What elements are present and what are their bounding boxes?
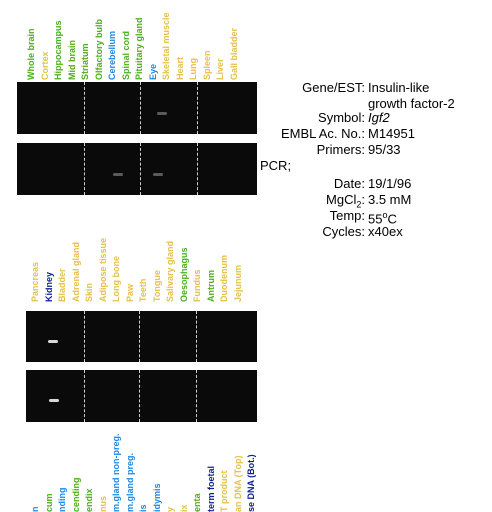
lane-label: Lung (188, 58, 198, 80)
lane-label: Whole brain (26, 28, 36, 81)
lane-label: enta (192, 493, 202, 512)
lane-label: Long bone (111, 256, 121, 302)
lane-label: is (138, 504, 148, 512)
lane-labels-panel-1: Whole brain Cortex Hippocampus Mid brain Str… (26, 10, 266, 80)
gel-band (48, 340, 58, 343)
lane-label: Striatum (80, 43, 90, 80)
lane-label: nding (57, 487, 67, 512)
lane-group-separator (196, 370, 197, 422)
lane-label: Mid brain (66, 40, 77, 80)
lane-labels-panel-2: Pancreas Kidney Bladder Adrenal gland Skin Ad… (30, 232, 270, 302)
lane-label: Bladder (57, 268, 67, 302)
gel-image-panel-2-top (26, 311, 257, 362)
gel-band (113, 173, 123, 176)
lane-label: Pituitary gland (134, 17, 144, 80)
lane-group-separator (140, 82, 141, 134)
lane-label: Pancreas (30, 261, 40, 302)
lane-group-separator (84, 311, 85, 362)
lane-label: Antrum (205, 270, 216, 302)
mgcl2-label-main: MgCl (326, 192, 357, 207)
lane-group-separator (139, 370, 140, 422)
gel-image-panel-1-bottom (17, 143, 257, 195)
lane-label: Teeth (138, 278, 148, 302)
lane-label: Skin (84, 282, 94, 302)
lane-group-separator (84, 143, 85, 195)
lane-label: idymis (151, 483, 162, 512)
symbol-label: Symbol: (318, 110, 365, 125)
symbol-value: Igf2 (368, 110, 390, 125)
gel-image-panel-2-bottom (26, 370, 257, 422)
lane-label: n (30, 506, 40, 512)
cycles-label: Cycles: (322, 224, 365, 239)
lane-label: Paw (124, 283, 135, 302)
lane-label: term foetal (205, 465, 216, 512)
mgcl2-label-colon: : (361, 192, 365, 207)
lane-label: endix (84, 488, 94, 512)
primers-label: Primers: (316, 142, 365, 157)
lane-label: Kidney (43, 271, 54, 302)
lane-label: Cerebellum (107, 30, 117, 80)
lane-label: Spinal cord (120, 30, 131, 80)
lane-label: Fundus (192, 269, 202, 303)
mgcl2-label-subscript: 2 (356, 199, 362, 210)
lane-label: Oesophagus (178, 247, 189, 302)
lane-label: Skeletal muscle (161, 12, 171, 80)
gel-image-panel-1-top (17, 82, 257, 134)
lane-label: Heart (174, 56, 185, 80)
lane-label: Liver (215, 58, 225, 80)
lane-label: Adipose tissue (97, 237, 108, 302)
lane-label: se DNA (Bot.) (246, 454, 256, 512)
temp-value-number: 55 (368, 211, 383, 227)
gene-info-block: Gene/EST: Insulin-like growth factor-2 S… (258, 78, 488, 248)
lane-label: m.gland non-preg. (111, 433, 121, 512)
gel-band (49, 399, 59, 402)
lane-group-separator (84, 370, 85, 422)
temp-label: Temp: (329, 208, 365, 223)
lane-label: cum (43, 493, 54, 512)
mgcl2-value: 3.5 mM (368, 192, 412, 207)
lane-label: Tongue (151, 270, 162, 302)
lane-group-separator (140, 143, 141, 195)
date-label: Date: (333, 176, 365, 191)
lane-label: Cortex (39, 51, 50, 80)
embl-label: EMBL Ac. No.: (280, 126, 365, 141)
lane-label: y (165, 506, 175, 512)
lane-group-separator (139, 311, 140, 362)
lane-label: T product (219, 470, 229, 512)
lane-label: ix (178, 504, 189, 512)
pcr-label: PCR; (260, 158, 292, 173)
cycles-value: x40ex (368, 224, 403, 239)
lane-label: Hippocampus (53, 20, 63, 80)
lane-group-separator (197, 82, 198, 134)
lane-group-separator (196, 311, 197, 362)
gel-band (157, 112, 167, 115)
lane-label: nus (97, 495, 108, 512)
primers-value: 95/33 (368, 142, 401, 157)
lane-label: Duodenum (219, 255, 229, 302)
mgcl2-label: MgCl2: (326, 192, 365, 213)
lane-label: Salivary gland (165, 240, 175, 302)
gene-label: Gene/EST: (302, 80, 365, 95)
embl-value: M14951 (368, 126, 415, 141)
lane-label: cending (70, 477, 81, 512)
gene-value-line-2: growth factor-2 (368, 96, 455, 111)
lane-labels-panel-3: n cum nding cending endix nus m.gland non-preg… (30, 434, 270, 512)
lane-label: Eye (147, 63, 158, 80)
lane-label: Jejunum (232, 264, 243, 302)
lane-group-separator (84, 82, 85, 134)
lane-label: Adrenal gland (70, 241, 81, 302)
lane-label: Gall bladder (228, 27, 239, 80)
date-value: 19/1/96 (368, 176, 412, 191)
lane-label: Olfactory bulb (93, 18, 104, 80)
lane-label: m.gland preg. (124, 452, 135, 512)
lane-label: Spleen (201, 50, 212, 80)
temp-value: 55oC (368, 208, 397, 226)
lane-group-separator (197, 143, 198, 195)
gel-band (153, 173, 163, 176)
temp-value-unit: C (387, 211, 397, 227)
lane-label: an DNA (Top) (232, 455, 243, 512)
temp-degree: o (382, 210, 388, 220)
gene-value-line-1: Insulin-like (368, 80, 430, 95)
